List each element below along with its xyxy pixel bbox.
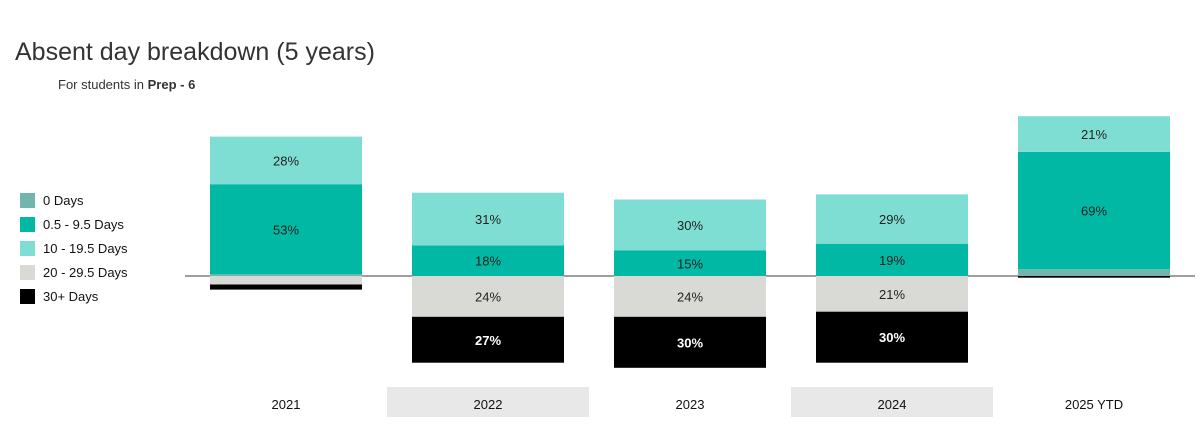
legend-label: 20 - 29.5 Days (43, 264, 128, 280)
bar-segment-0-5-9-5-days (412, 245, 564, 276)
category-band (791, 387, 993, 417)
data-label: 21% (879, 287, 905, 302)
bar-segment-20-29-5-days (614, 276, 766, 317)
legend-item-0-5-9-5-days[interactable]: 0.5 - 9.5 Days (20, 212, 128, 236)
data-label: 19% (879, 253, 905, 268)
data-label: 31% (475, 212, 501, 227)
data-label: 30% (879, 330, 905, 345)
bar-segment-0-5-9-5-days (816, 243, 968, 276)
bar-segment-0-5-9-5-days (210, 184, 362, 275)
bar-segment-20-29-5-days (412, 276, 564, 317)
category-label: 2025 YTD (1065, 397, 1123, 412)
legend-label: 10 - 19.5 Days (43, 240, 128, 256)
data-label: 24% (677, 289, 703, 304)
bar-segment-10-19-5-days (816, 194, 968, 244)
data-label: 69% (1081, 204, 1107, 219)
subtitle-prefix: For students in (58, 77, 144, 92)
category-band (387, 387, 589, 417)
data-label: 30% (677, 218, 703, 233)
legend-label: 0 Days (43, 192, 84, 208)
bar-segment-30-days (210, 284, 362, 290)
chart-subtitle: For students in Prep - 6 (58, 77, 195, 92)
bar-segment-0-5-9-5-days (1018, 151, 1170, 270)
legend-swatch (20, 264, 35, 280)
legend-item-20-29-5-days[interactable]: 20 - 29.5 Days (20, 260, 128, 284)
legend-swatch (20, 240, 35, 256)
bar-segment-30-days (816, 311, 968, 363)
data-label: 27% (475, 333, 501, 348)
data-label: 24% (475, 289, 501, 304)
category-label: 2024 (878, 397, 907, 412)
bar-segment-0-days (210, 274, 362, 276)
bar-segment-0-days (1018, 269, 1170, 276)
category-label: 2022 (474, 397, 503, 412)
legend: 0 Days 0.5 - 9.5 Days 10 - 19.5 Days 20 … (20, 188, 128, 308)
legend-swatch (20, 288, 35, 304)
legend-swatch (20, 192, 35, 208)
legend-item-30-plus-days[interactable]: 30+ Days (20, 284, 128, 308)
bar-segment-10-19-5-days (412, 192, 564, 246)
bar-segment-30-days (412, 316, 564, 363)
bar-segment-30-days (614, 316, 766, 368)
category-label: 2023 (676, 397, 705, 412)
bar-segment-10-19-5-days (614, 199, 766, 251)
bar-segment-0-5-9-5-days (614, 250, 766, 276)
subtitle-group: Prep - 6 (147, 77, 196, 92)
bar-segment-30-days (1018, 276, 1170, 278)
bar-segment-10-19-5-days (210, 136, 362, 185)
data-label: 15% (677, 256, 703, 271)
data-label: 18% (475, 254, 501, 269)
data-label: 28% (273, 153, 299, 168)
bar-segment-20-29-5-days (816, 276, 968, 312)
data-label: 53% (273, 222, 299, 237)
legend-item-0-days[interactable]: 0 Days (20, 188, 128, 212)
legend-swatch (20, 216, 35, 232)
category-label: 2021 (272, 397, 301, 412)
legend-item-10-19-5-days[interactable]: 10 - 19.5 Days (20, 236, 128, 260)
legend-label: 0.5 - 9.5 Days (43, 216, 124, 232)
chart-title: Absent day breakdown (5 years) (15, 38, 375, 66)
bar-segment-10-19-5-days (1018, 116, 1170, 152)
data-label: 30% (677, 335, 703, 350)
data-label: 21% (1081, 127, 1107, 142)
bar-segment-20-29-5-days (210, 276, 362, 285)
legend-label: 30+ Days (43, 288, 99, 304)
data-label: 29% (879, 212, 905, 227)
